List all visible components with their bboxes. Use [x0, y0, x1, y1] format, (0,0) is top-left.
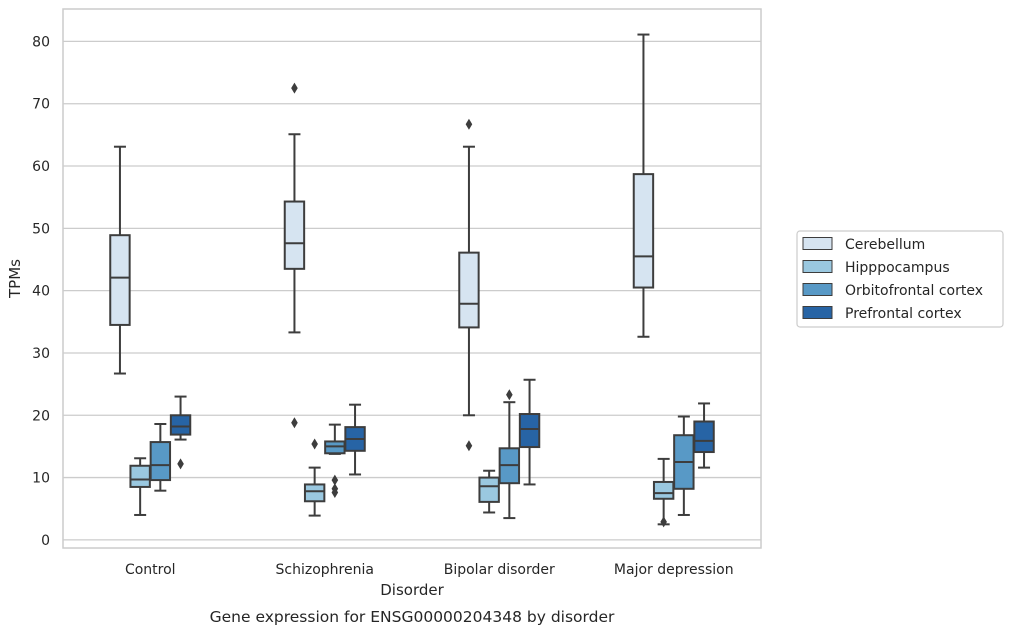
iqr-box	[283, 200, 306, 270]
box-prefrontal-cortex-schizophrenia	[344, 403, 366, 476]
box-cerebellum-schizophrenia	[283, 82, 306, 429]
box-orbitofrontal-cortex-schizophrenia	[324, 423, 346, 499]
iqr-box	[693, 420, 715, 454]
y-tick-label: 10	[32, 471, 50, 487]
x-tick-label: Bipolar disorder	[444, 562, 555, 578]
box-cerebellum-major-depression	[632, 33, 655, 338]
box-groups	[109, 33, 715, 528]
outlier-point	[331, 474, 339, 486]
iqr-box	[518, 413, 541, 449]
legend: Cerebellum Hipppocampus Orbitofrontal cort…	[796, 230, 1004, 328]
legend-swatch	[802, 237, 833, 250]
box-orbitofrontal-cortex-major-depression	[673, 415, 695, 516]
iqr-box	[149, 441, 172, 482]
outlier-point	[311, 438, 318, 450]
y-tick-label: 50	[32, 221, 50, 237]
outlier-point	[291, 417, 298, 429]
legend-label: Hipppocampus	[845, 260, 950, 276]
box-orbitofrontal-cortex-control	[149, 422, 172, 492]
y-tick-label: 0	[41, 533, 50, 549]
legend-swatch	[802, 260, 833, 273]
y-axis-label: TPMs	[6, 259, 24, 299]
x-tick-label: Control	[125, 562, 176, 578]
outlier-point	[291, 82, 298, 94]
legend-label: Cerebellum	[845, 237, 925, 253]
y-tick-labels: 0 10 20 30 40 50 60 70 80	[32, 34, 50, 548]
box-hipppocampus-bipolar-disorder	[478, 469, 500, 514]
box-hipppocampus-schizophrenia	[303, 438, 326, 517]
box-hipppocampus-major-depression	[652, 457, 675, 528]
iqr-box	[303, 483, 326, 503]
y-tick-label: 70	[32, 97, 50, 113]
legend-label: Orbitofrontal cortex	[845, 283, 983, 299]
box-prefrontal-cortex-bipolar-disorder	[518, 378, 541, 486]
x-tick-label: Major depression	[614, 562, 734, 578]
iqr-box	[632, 173, 655, 289]
box-prefrontal-cortex-control	[169, 395, 192, 470]
outlier-point	[506, 389, 513, 401]
y-tick-label: 40	[32, 284, 50, 300]
iqr-box	[169, 414, 192, 436]
y-tick-label: 60	[32, 159, 50, 175]
outlier-point	[660, 516, 667, 528]
box-prefrontal-cortex-major-depression	[693, 402, 715, 469]
iqr-box	[109, 234, 131, 326]
y-tick-label: 30	[32, 346, 50, 362]
x-tick-label: Schizophrenia	[276, 562, 374, 578]
legend-label: Prefrontal cortex	[845, 306, 962, 322]
box-cerebellum-control	[109, 145, 131, 375]
legend-swatch	[802, 306, 833, 319]
iqr-box	[129, 464, 151, 488]
box-orbitofrontal-cortex-bipolar-disorder	[498, 389, 521, 520]
box-cerebellum-bipolar-disorder	[458, 118, 480, 452]
x-axis-label: Disorder	[380, 581, 444, 599]
box-hipppocampus-control	[129, 457, 151, 516]
legend-swatch	[802, 283, 833, 296]
chart-title: Gene expression for ENSG00000204348 by d…	[210, 608, 615, 626]
y-tick-label: 80	[32, 34, 50, 50]
outlier-point	[465, 118, 473, 130]
iqr-box	[458, 251, 480, 329]
iqr-box	[652, 480, 675, 500]
outlier-point	[331, 483, 339, 495]
plot-frame	[62, 8, 762, 549]
legend-frame	[796, 230, 1004, 328]
outlier-point	[465, 440, 473, 452]
x-tick-labels: Control Schizophrenia Bipolar disorder Majo…	[125, 562, 734, 578]
outlier-point	[177, 458, 184, 470]
iqr-box	[478, 476, 500, 503]
y-tick-label: 20	[32, 408, 50, 424]
